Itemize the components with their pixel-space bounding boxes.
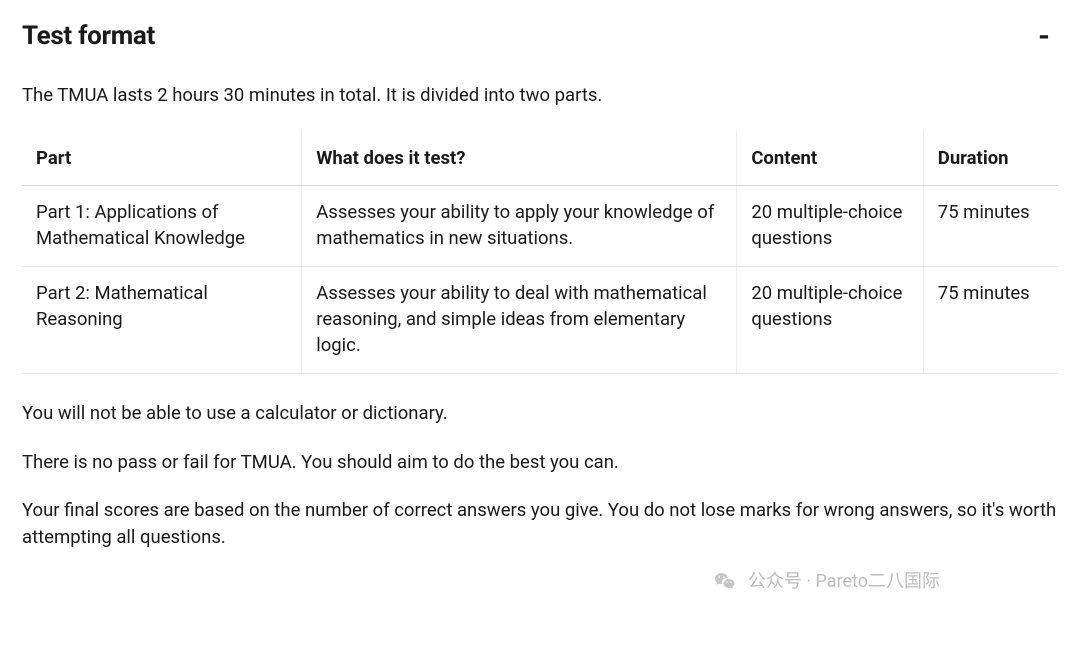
col-header-test: What does it test? bbox=[302, 131, 737, 186]
table-header-row: Part What does it test? Content Duration bbox=[22, 131, 1058, 186]
cell-content: 20 multiple-choice questions bbox=[737, 186, 923, 267]
section-title: Test format bbox=[22, 18, 155, 56]
test-format-table: Part What does it test? Content Duration… bbox=[22, 131, 1058, 374]
cell-part: Part 1: Applications of Mathematical Kno… bbox=[22, 186, 302, 267]
cell-part: Part 2: Mathematical Reasoning bbox=[22, 267, 302, 374]
watermark: 公众号 · Pareto二八国际 bbox=[712, 569, 940, 595]
watermark-text: 公众号 · Pareto二八国际 bbox=[748, 569, 940, 595]
cell-test: Assesses your ability to apply your know… bbox=[302, 186, 737, 267]
body-paragraph: There is no pass or fail for TMUA. You s… bbox=[22, 449, 1058, 476]
wechat-icon bbox=[712, 569, 738, 595]
cell-duration: 75 minutes bbox=[923, 267, 1058, 374]
intro-text: The TMUA lasts 2 hours 30 minutes in tot… bbox=[22, 82, 1058, 109]
body-paragraph: Your final scores are based on the numbe… bbox=[22, 497, 1058, 551]
col-header-part: Part bbox=[22, 131, 302, 186]
collapse-icon[interactable]: - bbox=[1038, 22, 1058, 52]
body-paragraph: You will not be able to use a calculator… bbox=[22, 400, 1058, 427]
col-header-duration: Duration bbox=[923, 131, 1058, 186]
cell-duration: 75 minutes bbox=[923, 186, 1058, 267]
section-header: Test format - bbox=[22, 18, 1058, 56]
table-row: Part 1: Applications of Mathematical Kno… bbox=[22, 186, 1058, 267]
cell-content: 20 multiple-choice questions bbox=[737, 267, 923, 374]
cell-test: Assesses your ability to deal with mathe… bbox=[302, 267, 737, 374]
table-row: Part 2: Mathematical Reasoning Assesses … bbox=[22, 267, 1058, 374]
col-header-content: Content bbox=[737, 131, 923, 186]
